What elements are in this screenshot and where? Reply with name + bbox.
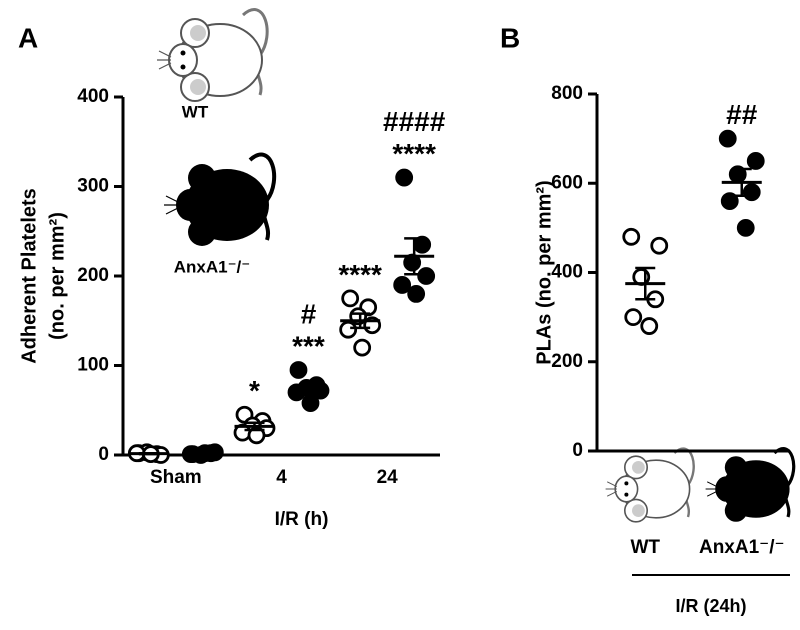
significance-mark: #: [301, 298, 317, 329]
error-bar: [138, 451, 159, 456]
data-point: [287, 383, 306, 402]
error-bar: [635, 266, 656, 301]
y-tick-label: 400: [77, 86, 109, 107]
significance-mark: ####: [383, 106, 446, 137]
error-bar: [350, 312, 371, 330]
wt-mouse-icon: [604, 447, 695, 523]
group-label: I/R (24h): [675, 596, 746, 616]
data-point: [640, 317, 659, 335]
significance-mark: *: [249, 375, 260, 406]
y-tick-label: 300: [77, 176, 109, 197]
data-point: [289, 361, 308, 379]
data-point: [746, 152, 765, 170]
x-tick-label: 24: [377, 467, 399, 488]
y-tick-label: 600: [551, 172, 583, 193]
knockout-mouse-icon: [162, 152, 277, 248]
data-point: [622, 227, 641, 246]
y-tick-label: 400: [551, 262, 583, 283]
y-tick-label: 200: [77, 265, 109, 286]
y-axis-label: (no. per mm²): [46, 212, 68, 340]
data-point: [341, 289, 360, 308]
error-bar: [244, 421, 265, 432]
significance-mark: ****: [338, 259, 382, 290]
data-point: [742, 183, 761, 202]
error-bar: [404, 237, 425, 276]
data-point: [736, 218, 755, 237]
panel-label: B: [500, 22, 520, 53]
legend-label: AnxA1⁻/⁻: [174, 257, 251, 276]
data-point: [650, 236, 669, 255]
data-point: [417, 267, 436, 285]
significance-mark: ***: [292, 330, 325, 361]
error-bar: [298, 383, 319, 396]
wt-mouse-icon: [155, 8, 269, 103]
data-point: [407, 284, 426, 303]
knockout-mouse-icon: [703, 447, 796, 524]
data-point: [353, 338, 372, 357]
y-axis-label: PLAs (no. per mm²): [533, 180, 555, 364]
data-point: [395, 168, 414, 187]
x-tick-label: AnxA1⁻/⁻: [699, 537, 785, 558]
error-bar: [731, 167, 752, 197]
x-tick-label: WT: [630, 537, 660, 558]
significance-mark: ****: [392, 138, 436, 169]
data-point: [393, 276, 412, 294]
data-point: [720, 192, 739, 211]
data-point: [301, 394, 320, 412]
error-bar: [192, 451, 213, 456]
y-tick-label: 0: [98, 444, 109, 465]
y-tick-label: 800: [551, 83, 583, 104]
legend-label: WT: [182, 102, 209, 121]
y-axis-label: Adherent Platelets: [18, 188, 40, 364]
panel-label: A: [18, 22, 38, 53]
x-axis-label: I/R (h): [275, 509, 329, 530]
y-tick-label: 100: [77, 355, 109, 376]
y-tick-label: 200: [551, 351, 583, 372]
data-point: [339, 320, 358, 339]
significance-mark: ##: [726, 99, 758, 130]
y-tick-label: 0: [572, 440, 583, 461]
x-tick-label: 4: [276, 467, 287, 488]
x-tick-label: Sham: [150, 467, 202, 488]
data-point: [624, 308, 643, 327]
data-point: [718, 129, 737, 148]
